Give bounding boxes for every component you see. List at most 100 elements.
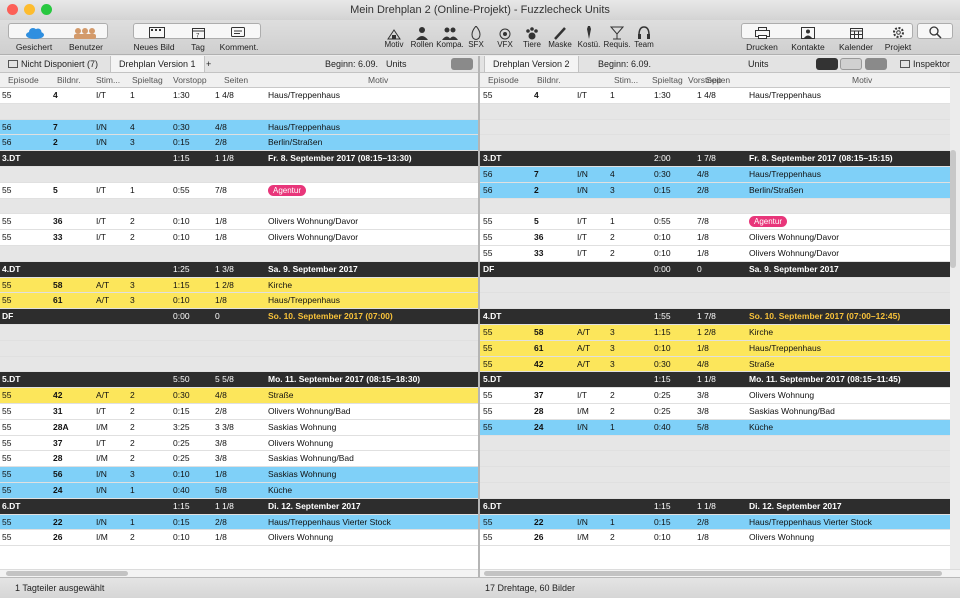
right-horizontal-scrollbar[interactable] — [480, 569, 960, 577]
table-row[interactable]: 55 28 I/M 2 0:25 3/8 Saskias Wohnung/Bad — [480, 403, 950, 420]
table-row[interactable]: 55 28A I/M 2 3:25 3 3/8 Saskias Wohnung — [0, 419, 478, 436]
table-row[interactable]: 55 42 A/T 2 0:30 4/8 Straße — [0, 388, 478, 404]
new-picture-button[interactable] — [138, 25, 176, 55]
empty-row[interactable] — [0, 103, 478, 120]
print-button[interactable] — [746, 25, 778, 55]
tab-schedule-version-2[interactable]: Drehplan Version 2 — [484, 56, 579, 72]
empty-row[interactable] — [480, 293, 950, 310]
col-playday[interactable]: Spieltag — [132, 75, 163, 85]
table-row[interactable]: 55 58 A/T 3 1:15 1 2/8 Kirche — [0, 277, 478, 294]
contacts-button[interactable] — [792, 25, 824, 55]
empty-row[interactable] — [0, 356, 478, 373]
day-header-row[interactable]: DF 0:00 0 Sa. 9. September 2017 — [480, 261, 950, 278]
day-header-row[interactable]: 3.DT 2:00 1 7/8 Fr. 8. September 2017 (08:1… — [480, 151, 950, 167]
tab-not-scheduled[interactable]: Nicht Disponiert (7) — [0, 56, 106, 72]
grid-view-button[interactable] — [865, 58, 887, 70]
empty-row[interactable] — [0, 198, 478, 215]
empty-row[interactable] — [480, 103, 950, 120]
vfx-button[interactable]: VFX — [494, 22, 516, 49]
table-row[interactable]: 55 36 I/T 2 0:10 1/8 Olivers Wohnung/Davor — [480, 230, 950, 246]
col-motiv-right[interactable]: Motiv — [852, 75, 873, 85]
project-button[interactable] — [884, 25, 912, 55]
table-row[interactable]: 55 56 I/N 3 0:10 1/8 Saskias Wohnung — [0, 467, 478, 483]
table-row[interactable]: 55 37 I/T 2 0:25 3/8 Olivers Wohnung — [480, 388, 950, 404]
table-row[interactable]: 55 36 I/T 2 0:10 1/8 Olivers Wohnung/Davor — [0, 214, 478, 231]
day-header-row[interactable]: 5.DT 5:50 5 5/8 Mo. 11. September 2017 (08:… — [0, 372, 478, 389]
split-divider[interactable] — [478, 56, 480, 577]
table-row[interactable]: 56 2 I/N 3 0:15 2/8 Berlin/Straßen — [0, 135, 478, 152]
table-row[interactable]: 55 37 I/T 2 0:25 3/8 Olivers Wohnung — [0, 435, 478, 452]
col-prestop[interactable]: Vorstopp — [173, 75, 207, 85]
empty-row[interactable] — [480, 467, 950, 483]
calendar-button[interactable] — [840, 25, 872, 55]
empty-row[interactable] — [0, 166, 478, 183]
users-button[interactable] — [62, 25, 107, 55]
day-header-row[interactable]: 6.DT 1:15 1 1/8 Di. 12. September 2017 — [0, 498, 478, 515]
minimize-window-icon[interactable] — [24, 4, 35, 15]
empty-row[interactable] — [480, 277, 950, 294]
table-row[interactable]: 55 4 I/T 1 1:30 1 4/8 Haus/Treppenhaus — [480, 88, 950, 104]
table-row[interactable]: 55 58 A/T 3 1:15 1 2/8 Kirche — [480, 324, 950, 341]
table-row[interactable]: 55 61 A/T 3 0:10 1/8 Haus/Treppenhaus — [0, 293, 478, 310]
sfx-button[interactable]: SFX — [466, 22, 486, 49]
table-row[interactable]: 55 61 A/T 3 0:10 1/8 Haus/Treppenhaus — [480, 340, 950, 357]
table-row[interactable]: 55 24 I/N 1 0:40 5/8 Küche — [0, 482, 478, 499]
col-picture-no-right[interactable]: Bildnr. — [537, 75, 561, 85]
table-row[interactable]: 55 5 I/T 1 0:55 7/8 Agentur — [0, 182, 478, 199]
col-picture-no[interactable]: Bildnr. — [57, 75, 81, 85]
empty-row[interactable] — [480, 198, 950, 215]
table-row[interactable]: 55 31 I/T 2 0:15 2/8 Olivers Wohnung/Bad — [0, 403, 478, 420]
empty-row[interactable] — [480, 451, 950, 468]
table-row[interactable]: 56 7 I/N 4 0:30 4/8 Haus/Treppenhaus — [480, 166, 950, 183]
empty-row[interactable] — [0, 340, 478, 357]
table-row[interactable]: 55 42 A/T 3 0:30 4/8 Straße — [480, 356, 950, 373]
empty-row[interactable] — [480, 482, 950, 499]
table-row[interactable]: 56 2 I/N 3 0:15 2/8 Berlin/Straßen — [480, 182, 950, 199]
add-tab-button[interactable]: + — [198, 56, 219, 72]
cloud-saved-button[interactable] — [12, 25, 57, 55]
day-header-row[interactable]: 4.DT 1:25 1 3/8 Sa. 9. September 2017 — [0, 261, 478, 278]
tab-schedule-version-1[interactable]: Drehplan Version 1 — [110, 56, 205, 72]
col-mood[interactable]: Stim... — [96, 75, 121, 85]
animals-button[interactable]: Tiere — [520, 22, 544, 49]
table-row[interactable]: 55 22 I/N 1 0:15 2/8 Haus/Treppenhaus Vierter … — [0, 514, 478, 531]
col-mood-right[interactable]: Stim... — [614, 75, 639, 85]
empty-row[interactable] — [0, 324, 478, 341]
left-horizontal-scrollbar[interactable] — [0, 569, 478, 577]
col-playday-right[interactable]: Spieltag — [652, 75, 683, 85]
table-row[interactable]: 55 33 I/T 2 0:10 1/8 Olivers Wohnung/Davor — [480, 245, 950, 262]
col-pages[interactable]: Seiten — [224, 75, 249, 85]
table-row[interactable]: 55 33 I/T 2 0:10 1/8 Olivers Wohnung/Davor — [0, 230, 478, 246]
team-button[interactable]: Team — [632, 22, 656, 49]
table-row[interactable]: 55 26 I/M 2 0:10 1/8 Olivers Wohnung — [480, 530, 950, 547]
day-header-row[interactable]: 6.DT 1:15 1 1/8 Di. 12. September 2017 — [480, 498, 950, 515]
col-episode-right[interactable]: Episode — [488, 75, 519, 85]
table-row[interactable]: 55 4 I/T 1 1:30 1 4/8 Haus/Treppenhaus — [0, 88, 478, 104]
zoom-window-icon[interactable] — [41, 4, 52, 15]
list-view-button[interactable] — [816, 58, 838, 70]
empty-row[interactable] — [480, 435, 950, 452]
day-header-row[interactable]: 5.DT 1:15 1 1/8 Mo. 11. September 2017 (08:… — [480, 372, 950, 389]
table-row[interactable]: 56 7 I/N 4 0:30 4/8 Haus/Treppenhaus — [0, 119, 478, 136]
col-episode[interactable]: Episode — [8, 75, 39, 85]
roles-button[interactable]: Rollen — [408, 22, 436, 49]
col-pages-right[interactable]: Seiten — [706, 75, 731, 85]
extras-button[interactable]: Kompa. — [436, 22, 464, 49]
close-window-icon[interactable] — [7, 4, 18, 15]
detail-view-button[interactable] — [840, 58, 862, 70]
empty-row[interactable] — [480, 119, 950, 136]
table-row[interactable]: 55 5 I/T 1 0:55 7/8 Agentur — [480, 214, 950, 231]
empty-row[interactable] — [0, 245, 478, 262]
motiv-button[interactable]: Motiv — [381, 22, 407, 49]
table-row[interactable]: 55 24 I/N 1 0:40 5/8 Küche — [480, 419, 950, 436]
day-header-row[interactable]: 4.DT 1:55 1 7/8 So. 10. September 2017 (07:… — [480, 309, 950, 325]
table-row[interactable]: 55 28 I/M 2 0:25 3/8 Saskias Wohnung/Bad — [0, 451, 478, 468]
right-vertical-scrollbar[interactable] — [950, 150, 956, 268]
col-prestop-right[interactable]: Vorstopp — [688, 75, 722, 85]
day-header-row[interactable]: 3.DT 1:15 1 1/8 Fr. 8. September 2017 (08:1… — [0, 151, 478, 167]
table-row[interactable]: 55 22 I/N 1 0:15 2/8 Haus/Treppenhaus Vierter … — [480, 514, 950, 531]
empty-row[interactable] — [480, 135, 950, 152]
day-button[interactable]: 7 — [180, 25, 216, 55]
comment-button[interactable] — [220, 25, 256, 55]
col-motiv[interactable]: Motiv — [368, 75, 389, 85]
